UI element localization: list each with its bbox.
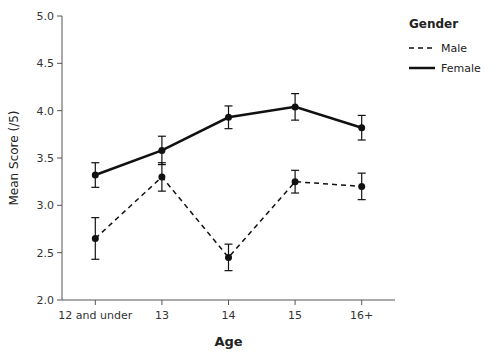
error-cap xyxy=(225,244,233,245)
y-tick xyxy=(57,63,62,64)
y-tick xyxy=(57,110,62,111)
point xyxy=(158,147,165,154)
error-cap xyxy=(291,120,299,121)
legend: Gender Male Female xyxy=(409,17,481,75)
error-bar xyxy=(158,136,166,164)
y-tick-label: 2.5 xyxy=(37,247,55,260)
error-cap xyxy=(91,259,99,260)
x-tick xyxy=(295,300,296,305)
y-tick xyxy=(57,300,62,301)
x-axis-label: Age xyxy=(214,334,242,349)
point xyxy=(92,235,99,242)
legend-swatch xyxy=(409,47,435,49)
error-bar xyxy=(91,163,99,188)
y-tick xyxy=(57,205,62,206)
error-cap xyxy=(91,217,99,218)
error-cap xyxy=(358,115,366,116)
error-cap xyxy=(291,192,299,193)
y-tick-label: 2.0 xyxy=(37,294,55,307)
error-bar xyxy=(91,218,99,260)
error-cap xyxy=(158,164,166,165)
legend-swatch xyxy=(409,67,435,70)
point xyxy=(292,178,299,185)
y-tick-label: 3.5 xyxy=(37,152,55,165)
series-0 xyxy=(91,163,365,271)
error-bar xyxy=(225,244,233,271)
error-cap xyxy=(225,105,233,106)
y-tick xyxy=(57,16,62,17)
legend-label: Female xyxy=(441,62,481,75)
y-tick xyxy=(57,158,62,159)
error-bar xyxy=(358,173,366,200)
legend-label: Male xyxy=(441,42,467,55)
x-tick xyxy=(361,300,362,305)
point xyxy=(92,172,99,179)
y-axis-label: Mean Score (/5) xyxy=(7,111,21,206)
error-cap xyxy=(158,191,166,192)
y-tick-label: 4.5 xyxy=(37,57,55,70)
point xyxy=(358,124,365,131)
legend-title: Gender xyxy=(409,17,458,31)
x-axis xyxy=(62,300,395,301)
error-cap xyxy=(358,173,366,174)
error-cap xyxy=(291,93,299,94)
x-tick xyxy=(228,300,229,305)
point xyxy=(358,183,365,190)
error-cap xyxy=(158,136,166,137)
y-tick-label: 3.0 xyxy=(37,199,55,212)
chart-container: 2.0 2.5 3.0 3.5 4.0 4.5 5.0 12 and under 13 14 15 1… xyxy=(0,0,500,362)
x-tick-label: 13 xyxy=(155,309,169,322)
background xyxy=(0,0,500,362)
point xyxy=(292,103,299,110)
error-cap xyxy=(225,128,233,129)
error-bar xyxy=(358,115,366,140)
series-line xyxy=(95,107,361,175)
x-tick xyxy=(161,300,162,305)
y-tick-label: 4.0 xyxy=(37,105,55,118)
x-tick-label: 12 and under xyxy=(58,309,132,322)
error-cap xyxy=(91,187,99,188)
x-tick-label: 15 xyxy=(288,309,302,322)
error-cap xyxy=(358,199,366,200)
y-axis xyxy=(62,16,63,300)
point xyxy=(158,173,165,180)
series-1 xyxy=(91,94,365,188)
error-bar xyxy=(291,170,299,193)
chart-svg: 2.0 2.5 3.0 3.5 4.0 4.5 5.0 12 and under 13 14 15 1… xyxy=(0,0,500,362)
error-bar xyxy=(291,94,299,121)
error-cap xyxy=(358,139,366,140)
error-bar xyxy=(158,163,166,191)
y-tick-label: 5.0 xyxy=(37,10,55,23)
error-cap xyxy=(91,162,99,163)
error-cap xyxy=(225,270,233,271)
point xyxy=(225,254,232,261)
error-cap xyxy=(291,170,299,171)
x-tick xyxy=(95,300,96,305)
point xyxy=(225,114,232,121)
y-tick xyxy=(57,252,62,253)
x-tick-label: 14 xyxy=(222,309,236,322)
error-bar xyxy=(225,106,233,129)
plot-area xyxy=(91,94,365,271)
x-tick-label: 16+ xyxy=(350,309,373,322)
